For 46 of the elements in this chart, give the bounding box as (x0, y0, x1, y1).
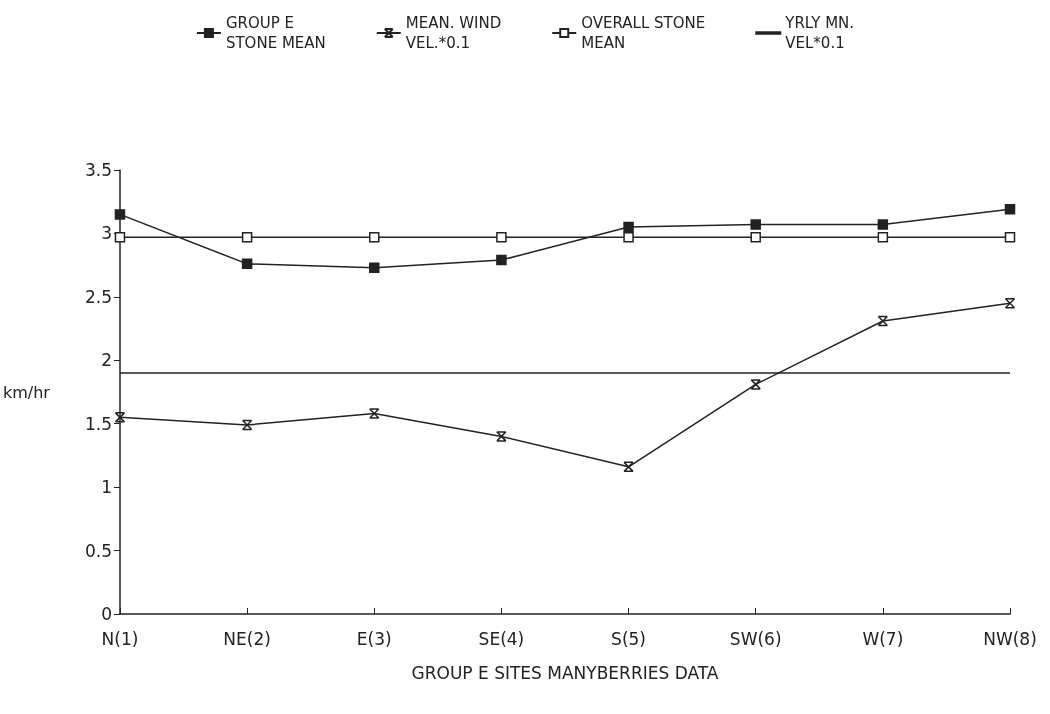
y-tick-label: 0.5 (84, 540, 112, 561)
x-tick-label: N(1) (101, 628, 139, 649)
point (1004, 204, 1016, 215)
y-tick-label: 2 (101, 350, 112, 371)
point (877, 315, 889, 327)
point (496, 231, 507, 243)
point (750, 219, 761, 230)
point (369, 231, 380, 243)
point (750, 231, 761, 243)
x-tick-label: W(7) (862, 628, 904, 649)
legend-label: MEAN. WIND VEL.*0.1 (405, 14, 502, 52)
x-axis-title: GROUP E SITES MANYBERRIES DATA (411, 662, 719, 683)
point (369, 262, 380, 273)
point (241, 258, 253, 270)
point (623, 231, 634, 243)
y-tick-label: 1.5 (84, 413, 112, 434)
point (877, 231, 889, 243)
point (623, 221, 634, 233)
legend-label: GROUP E STONE MEAN (225, 14, 326, 52)
point (623, 461, 634, 473)
y-tick-label: 2.5 (84, 286, 112, 307)
legend-label: YRLY MN. VEL*0.1 (784, 14, 855, 52)
point (241, 231, 253, 243)
legend-label: OVERALL STONE MEAN (581, 14, 706, 52)
y-axis-title: km/hr (2, 382, 51, 402)
point (496, 431, 507, 442)
y-tick-label: 3 (101, 223, 112, 244)
y-tick-label: 0 (101, 604, 112, 624)
point (114, 209, 126, 220)
y-tick-label: 1 (101, 477, 112, 498)
point (1004, 297, 1016, 309)
x-tick-label: SW(6) (729, 628, 782, 649)
x-tick-label: NE(2) (223, 628, 271, 649)
point (496, 254, 507, 266)
point (1004, 231, 1016, 243)
point (241, 419, 253, 431)
point (750, 379, 761, 390)
point (877, 219, 889, 230)
y-tick-label: 3.5 (84, 160, 112, 180)
point (369, 408, 380, 419)
x-tick-label: NW(8) (983, 628, 1037, 649)
point (114, 412, 126, 423)
x-tick-label: S(5) (611, 628, 646, 649)
point (114, 231, 126, 243)
x-tick-label: E(3) (356, 628, 392, 649)
x-tick-label: SE(4) (478, 628, 525, 649)
